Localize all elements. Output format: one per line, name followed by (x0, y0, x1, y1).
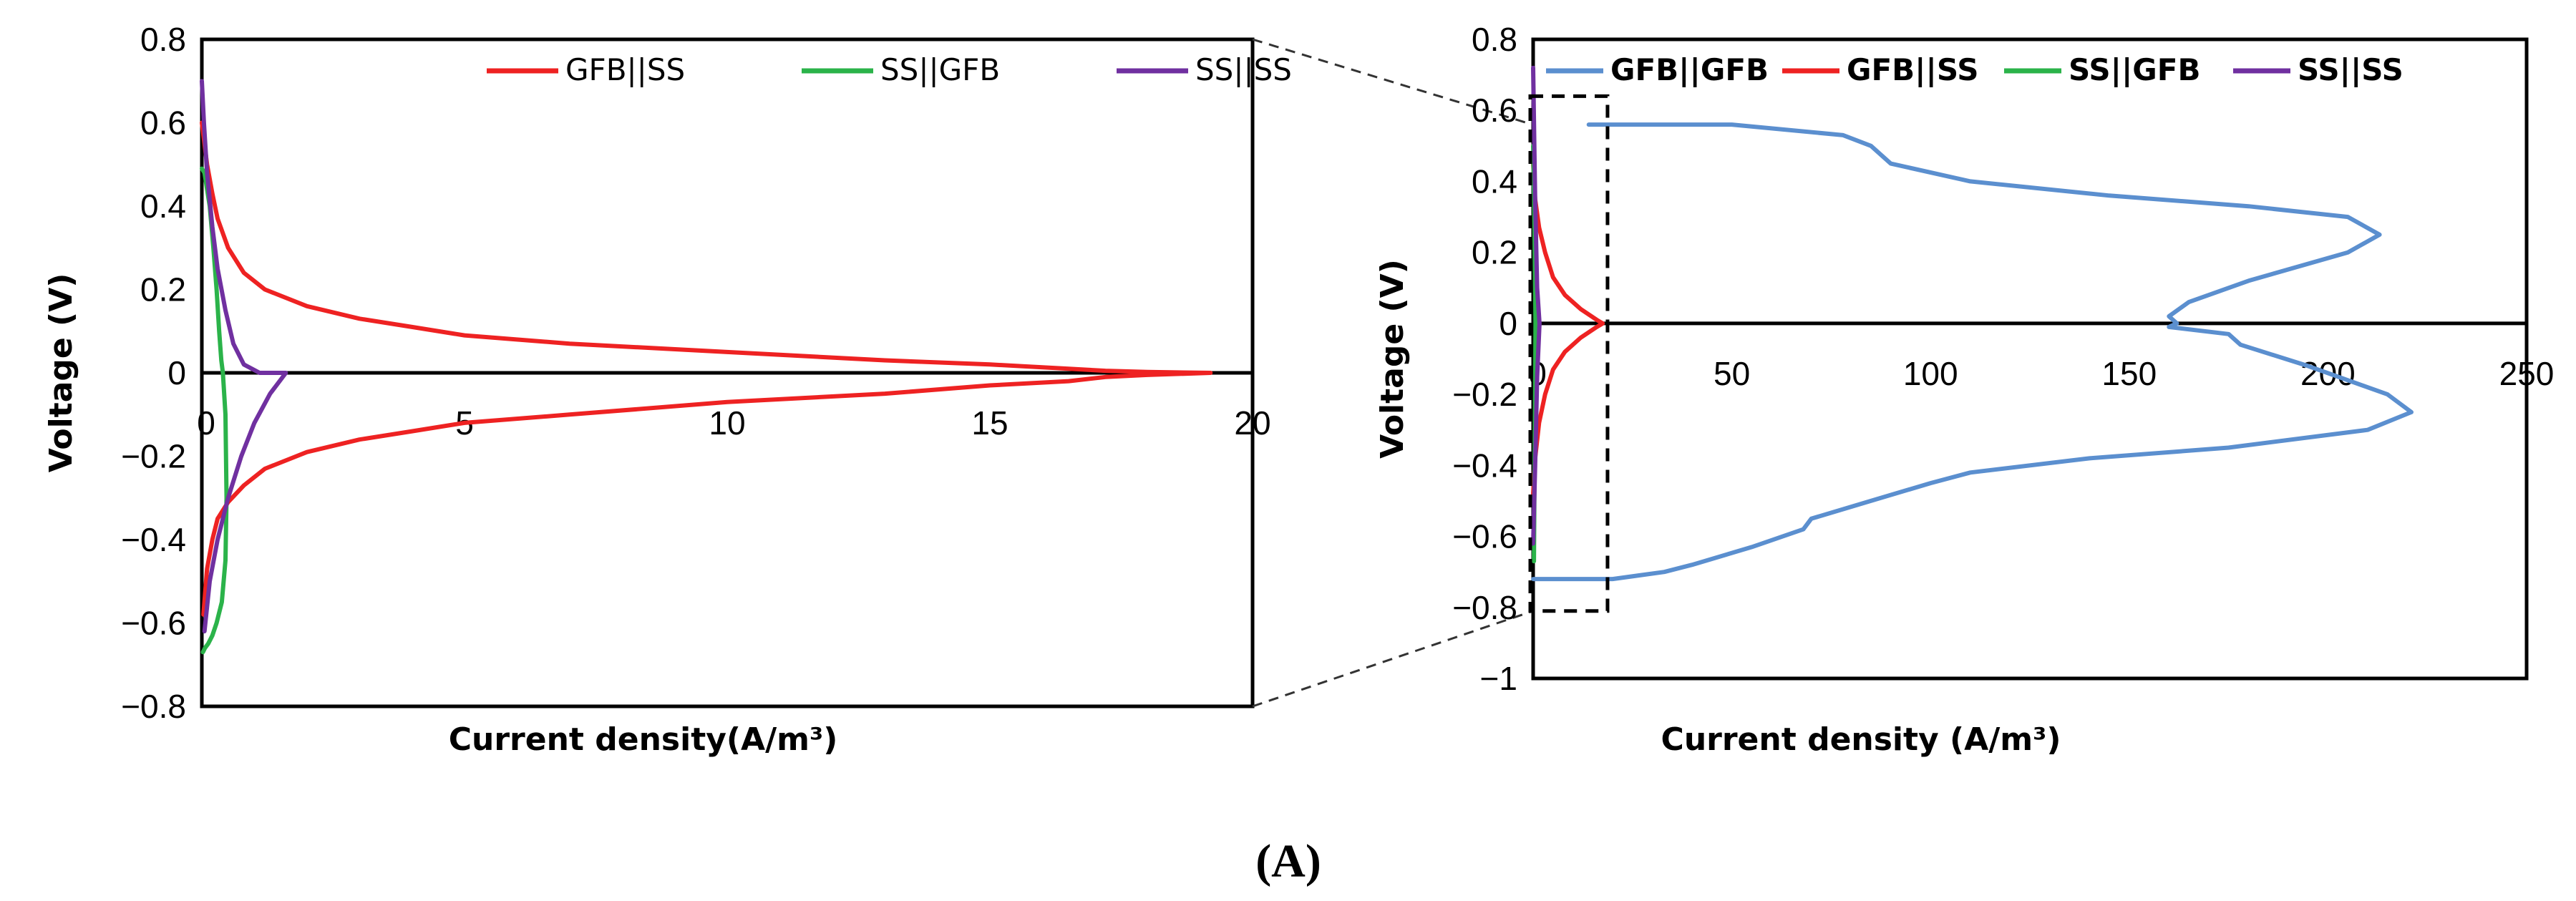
right-y-tick-label: 0.6 (1472, 92, 1517, 129)
left-legend: GFB||SS SS||GFB SS||SS (487, 52, 1292, 87)
right-y-tick-label: 0 (1499, 305, 1517, 342)
right-y-tick-label: −0.6 (1452, 518, 1517, 555)
right-y-tick-label: 0.2 (1472, 234, 1517, 271)
right-y-tick-label: −0.2 (1452, 376, 1517, 413)
right-legend-label-ss-gfb: SS||GFB (2069, 52, 2200, 87)
right-legend-label-ss-ss: SS||SS (2298, 52, 2404, 87)
left-legend-label-ss-gfb: SS||GFB (880, 52, 1000, 87)
left-x-tick-label: 0 (197, 404, 215, 442)
left-y-tick-label: 0.6 (140, 104, 186, 142)
zoom-connector-top (1252, 38, 1534, 126)
left-legend-label-ss-ss: SS||SS (1195, 52, 1292, 87)
right-legend-label-gfb-gfb: GFB||GFB (1610, 52, 1769, 87)
left-x-tick-label: 15 (971, 404, 1008, 442)
right-x-tick-label: 100 (1903, 355, 1958, 392)
left-series-line-ss-ss (200, 79, 288, 634)
left-series-group (200, 79, 1213, 655)
right-x-tick-label: 50 (1714, 355, 1750, 392)
left-y-tick-label: 0.8 (140, 21, 186, 58)
left-y-tick-label: 0 (167, 354, 186, 391)
chart-left: 0.80.60.40.20−0.2−0.4−0.6−0.80 5 10 15 20 GF… (43, 21, 1292, 758)
zoom-connector-bottom (1252, 610, 1534, 708)
left-y-tick-label: 0.2 (140, 271, 186, 308)
right-y-axis-label: Voltage (V) (1374, 259, 1411, 459)
left-x-axis-label: Current density(A/m³) (449, 721, 838, 758)
right-series-group (1531, 65, 2414, 582)
right-series-line-gfb-gfb (1531, 122, 2414, 582)
left-series-line-gfb-ss (200, 120, 1213, 617)
right-x-axis-label: Current density (A/m³) (1661, 721, 2061, 758)
right-y-tick-label: −1 (1480, 660, 1517, 697)
left-y-tick-label: −0.8 (121, 688, 186, 725)
figure-caption: (A) (1255, 835, 1321, 887)
left-y-tick-label: −0.4 (121, 521, 186, 558)
right-y-tick-label: −0.8 (1452, 589, 1517, 626)
left-y-tick-label: −0.2 (121, 438, 186, 475)
right-y-tick-label: 0.8 (1472, 21, 1517, 58)
right-series-line-gfb-ss (1531, 161, 1605, 496)
right-x-tick-label: 250 (2499, 355, 2555, 392)
right-series-line-ss-ss (1531, 65, 1542, 546)
left-y-axis-label: Voltage (V) (43, 273, 79, 473)
left-tick-labels: 0.80.60.40.20−0.2−0.4−0.6−0.80 5 10 15 20 (121, 21, 1270, 725)
left-x-tick-label: 10 (709, 404, 745, 442)
right-x-tick-label: 150 (2101, 355, 2157, 392)
left-y-tick-label: 0.4 (140, 187, 186, 225)
left-y-tick-label: −0.6 (121, 605, 186, 642)
left-x-tick-label: 20 (1234, 404, 1270, 442)
right-legend-label-gfb-ss: GFB||SS (1847, 52, 1978, 87)
right-y-tick-label: −0.4 (1452, 447, 1517, 484)
right-legend: GFB||GFB GFB||SS SS||GFB SS||SS (1546, 52, 2404, 87)
left-legend-label-gfb-ss: GFB||SS (565, 52, 685, 87)
zoom-box (1528, 94, 1610, 613)
right-y-tick-label: 0.4 (1472, 162, 1517, 200)
chart-right: 0.80.60.40.20−0.2−0.4−0.6−0.8−10 50 100 150… (1374, 21, 2554, 758)
right-plot-frame (1531, 37, 2529, 681)
